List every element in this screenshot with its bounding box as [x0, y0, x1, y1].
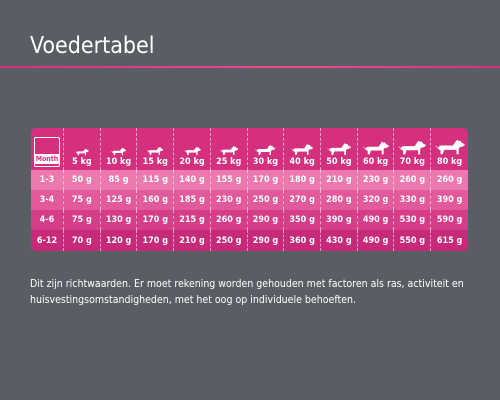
amount-cell: 125 g: [100, 190, 138, 210]
dog-icon: [394, 139, 430, 156]
weight-column-header: 20 kg: [174, 128, 211, 170]
weight-label: 20 kg: [179, 157, 205, 167]
month-calendar-icon: Month: [31, 128, 64, 170]
amount-cell: 290 g: [247, 210, 285, 230]
weight-column-header: 60 kg: [357, 128, 395, 170]
weight-column-header: 15 kg: [137, 128, 175, 170]
weight-column-header: 25 kg: [210, 128, 248, 170]
table-row: 3-4 75 g 125 g 160 g 185 g 230 g 250 g 2…: [31, 190, 468, 210]
amount-cell: 120 g: [100, 230, 138, 251]
amount-cell: 130 g: [100, 210, 138, 230]
amount-cell: 260 g: [394, 170, 432, 190]
dog-icon: [211, 145, 247, 156]
amount-cell: 210 g: [174, 230, 211, 251]
amount-cell: 280 g: [321, 190, 358, 210]
age-cell: 1-3: [31, 170, 64, 190]
amount-cell: 115 g: [137, 170, 175, 190]
dog-icon: [358, 140, 394, 156]
weight-label: 50 kg: [326, 157, 352, 167]
weight-column-header: 5 kg: [64, 128, 101, 170]
dog-icon: [321, 142, 357, 156]
amount-cell: 490 g: [357, 210, 395, 230]
weight-column-header: 40 kg: [284, 128, 322, 170]
amount-cell: 155 g: [210, 170, 248, 190]
amount-cell: 230 g: [357, 170, 395, 190]
amount-cell: 350 g: [284, 210, 322, 230]
amount-cell: 270 g: [284, 190, 322, 210]
amount-cell: 260 g: [210, 210, 248, 230]
weight-column-header: 50 kg: [321, 128, 358, 170]
dog-icon: [101, 147, 137, 156]
age-cell: 4-6: [31, 210, 64, 230]
weight-label: 60 kg: [362, 157, 389, 167]
weight-label: 30 kg: [252, 157, 279, 167]
weight-label: 5 kg: [72, 157, 92, 167]
weight-header-row: Month 5 kg 10 kg 15 kg 20 kg 25 kg 30 kg…: [31, 128, 468, 170]
amount-cell: 390 g: [431, 190, 468, 210]
table-row: 1-3 50 g 85 g 115 g 140 g 155 g 170 g 18…: [31, 170, 468, 190]
amount-cell: 250 g: [247, 190, 285, 210]
weight-label: 10 kg: [105, 157, 132, 167]
weight-label: 80 kg: [436, 157, 463, 167]
amount-cell: 75 g: [64, 210, 101, 230]
amount-cell: 360 g: [284, 230, 322, 251]
weight-label: 70 kg: [399, 157, 425, 167]
amount-cell: 320 g: [357, 190, 395, 210]
amount-cell: 550 g: [394, 230, 432, 251]
dog-icon: [431, 138, 468, 156]
amount-cell: 170 g: [247, 170, 285, 190]
amount-cell: 390 g: [321, 210, 358, 230]
age-cell: 6-12: [31, 230, 64, 251]
amount-cell: 140 g: [174, 170, 211, 190]
amount-cell: 590 g: [431, 210, 468, 230]
table-row: 6-12 70 g 120 g 170 g 210 g 250 g 290 g …: [31, 230, 468, 251]
amount-cell: 50 g: [64, 170, 101, 190]
dog-icon: [137, 146, 173, 156]
weight-label: 40 kg: [289, 157, 315, 167]
amount-cell: 170 g: [137, 210, 175, 230]
amount-cell: 160 g: [137, 190, 175, 210]
dog-icon: [248, 144, 284, 156]
amount-cell: 75 g: [64, 190, 101, 210]
amount-cell: 210 g: [321, 170, 358, 190]
amount-cell: 170 g: [137, 230, 175, 251]
table-row: 4-6 75 g 130 g 170 g 215 g 260 g 290 g 3…: [31, 210, 468, 230]
amount-cell: 185 g: [174, 190, 211, 210]
feeding-table-container: Month 5 kg 10 kg 15 kg 20 kg 25 kg 30 kg…: [31, 128, 468, 253]
month-label: Month: [35, 155, 59, 163]
weight-label: 25 kg: [216, 157, 242, 167]
dog-icon: [174, 146, 210, 156]
weight-column-header: 70 kg: [394, 128, 432, 170]
amount-cell: 85 g: [100, 170, 138, 190]
amount-cell: 490 g: [357, 230, 395, 251]
dog-icon: [284, 143, 320, 156]
amount-cell: 430 g: [321, 230, 358, 251]
amount-cell: 615 g: [431, 230, 468, 251]
amount-cell: 530 g: [394, 210, 432, 230]
age-cell: 3-4: [31, 190, 64, 210]
guideline-note: Dit zijn richtwaarden. Er moet rekening …: [30, 278, 464, 306]
amount-cell: 330 g: [394, 190, 432, 210]
amount-cell: 250 g: [210, 230, 248, 251]
page-title: Voedertabel: [30, 33, 155, 59]
amount-cell: 230 g: [210, 190, 248, 210]
weight-label: 15 kg: [142, 157, 168, 167]
title-divider: [0, 66, 500, 68]
amount-cell: 180 g: [284, 170, 322, 190]
amount-cell: 70 g: [64, 230, 101, 251]
feeding-table: Month 5 kg 10 kg 15 kg 20 kg 25 kg 30 kg…: [31, 128, 468, 251]
weight-column-header: 30 kg: [247, 128, 285, 170]
dog-icon: [64, 148, 100, 156]
amount-cell: 290 g: [247, 230, 285, 251]
weight-column-header: 10 kg: [100, 128, 138, 170]
amount-cell: 260 g: [431, 170, 468, 190]
amount-cell: 215 g: [174, 210, 211, 230]
weight-column-header: 80 kg: [431, 128, 468, 170]
